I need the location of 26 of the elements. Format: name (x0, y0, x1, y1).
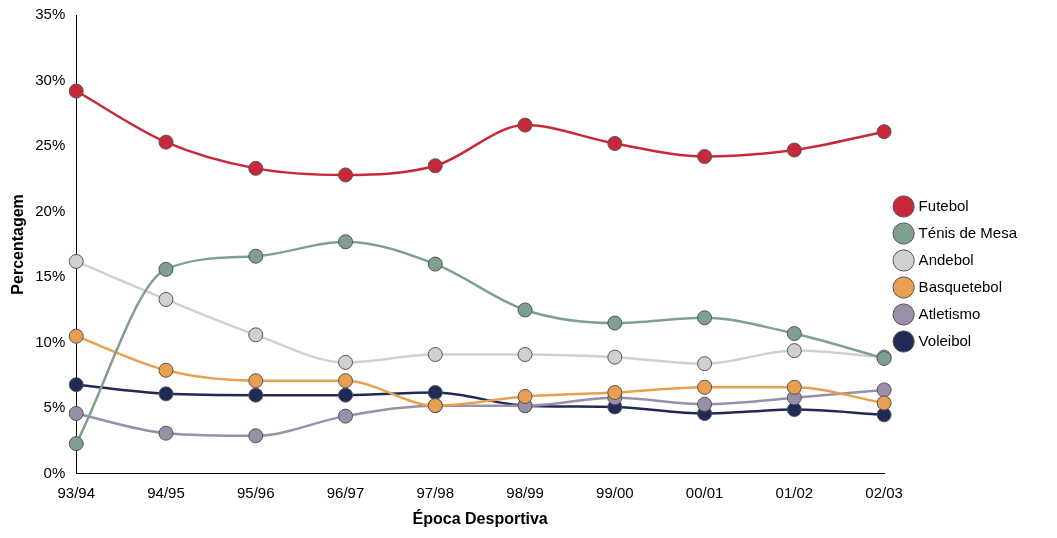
x-tick-label: 99/00 (596, 483, 634, 501)
y-tick-label: 25% (35, 136, 66, 154)
legend-label: Atletismo (918, 304, 981, 322)
x-tick-label: 97/98 (416, 483, 455, 501)
x-tick-label: 93/94 (57, 483, 95, 501)
x-tick-label: 95/96 (236, 483, 275, 501)
legend-label: Futebol (918, 196, 969, 214)
x-tick-label: 01/02 (775, 483, 814, 501)
legend-label: Voleibol (918, 331, 972, 349)
legend-label: Basquetebol (918, 277, 1003, 295)
x-axis-title: Época Desportiva (412, 508, 548, 527)
y-tick-label: 15% (35, 267, 66, 285)
y-axis-title: Percentagem (9, 194, 27, 295)
y-tick-label: 0% (43, 463, 66, 481)
x-tick-label: 02/03 (865, 483, 903, 501)
x-tick-label: 94/95 (147, 483, 185, 501)
x-tick-label: 98/99 (506, 483, 544, 501)
y-tick-label: 20% (35, 201, 66, 219)
y-tick-label: 35% (35, 5, 66, 23)
y-tick-label: 10% (35, 332, 66, 350)
x-tick-label: 00/01 (685, 483, 724, 501)
y-tick-label: 5% (43, 398, 66, 416)
legend-label: Andebol (918, 250, 974, 268)
legend-label: Ténis de Mesa (918, 223, 1018, 241)
x-tick-label: 96/97 (326, 483, 365, 501)
y-tick-label: 30% (35, 70, 66, 88)
